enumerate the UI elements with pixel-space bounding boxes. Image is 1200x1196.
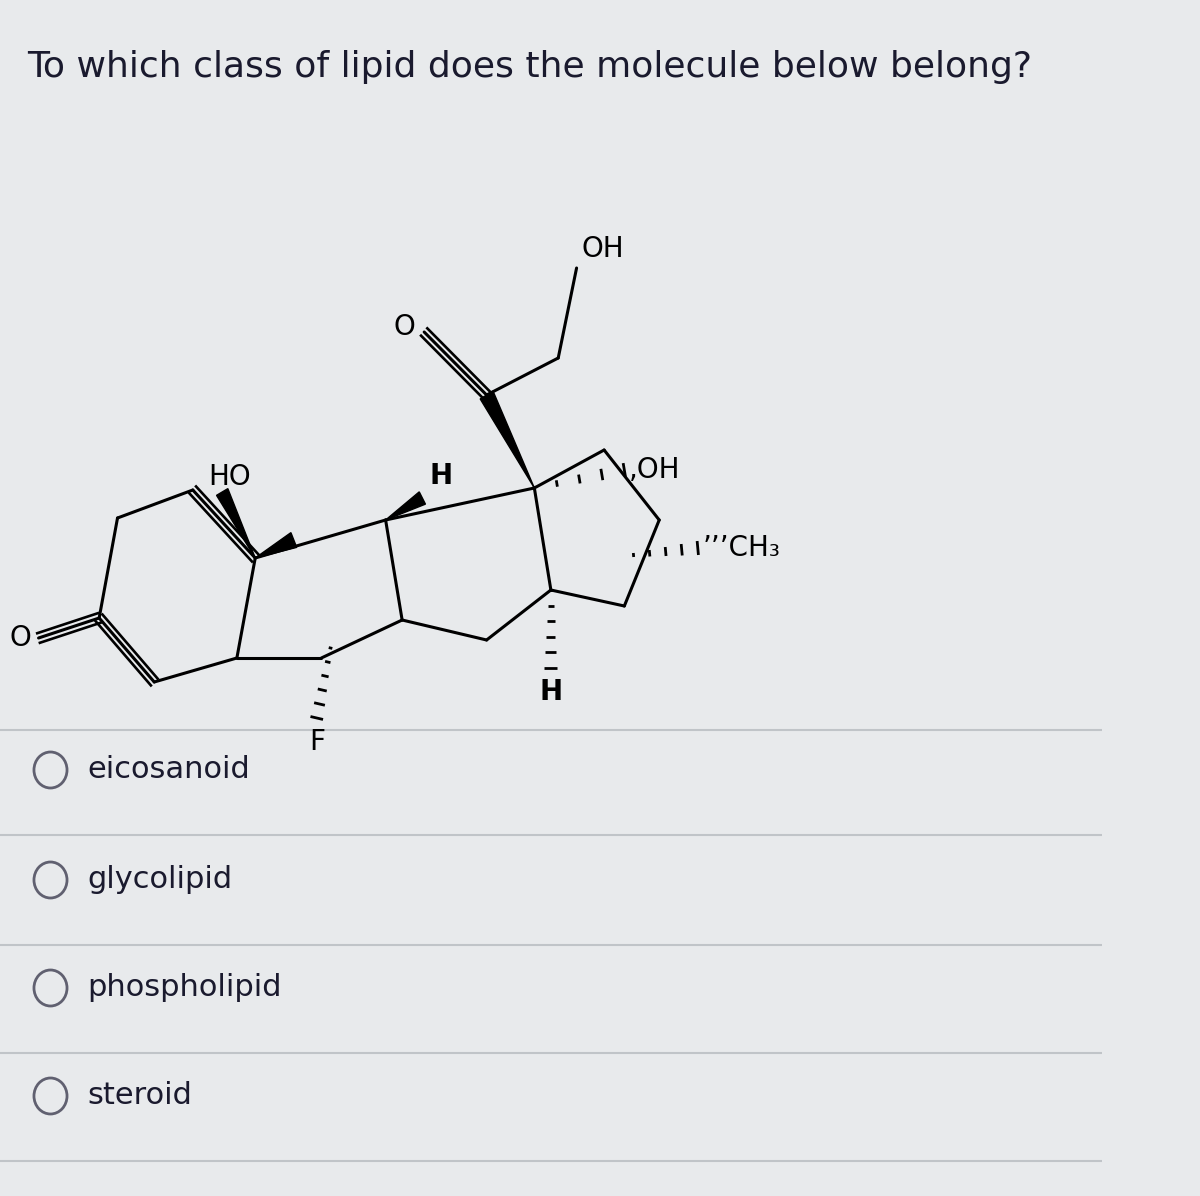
Polygon shape — [216, 489, 256, 559]
Text: OH: OH — [581, 234, 624, 263]
Text: H: H — [539, 678, 563, 706]
Polygon shape — [480, 391, 534, 488]
Polygon shape — [256, 532, 296, 559]
Text: phospholipid: phospholipid — [88, 974, 282, 1002]
Text: ,OH: ,OH — [629, 456, 680, 484]
Polygon shape — [385, 492, 426, 520]
Text: To which class of lipid does the molecule below belong?: To which class of lipid does the molecul… — [28, 50, 1032, 84]
Text: steroid: steroid — [88, 1081, 192, 1111]
Text: O: O — [10, 624, 31, 652]
Text: ’’’CH₃: ’’’CH₃ — [702, 533, 780, 562]
Text: eicosanoid: eicosanoid — [88, 756, 250, 785]
Text: H: H — [430, 462, 452, 490]
Text: O: O — [394, 313, 415, 341]
Text: glycolipid: glycolipid — [88, 866, 233, 895]
Text: HO: HO — [208, 463, 251, 492]
Text: F: F — [308, 728, 325, 756]
